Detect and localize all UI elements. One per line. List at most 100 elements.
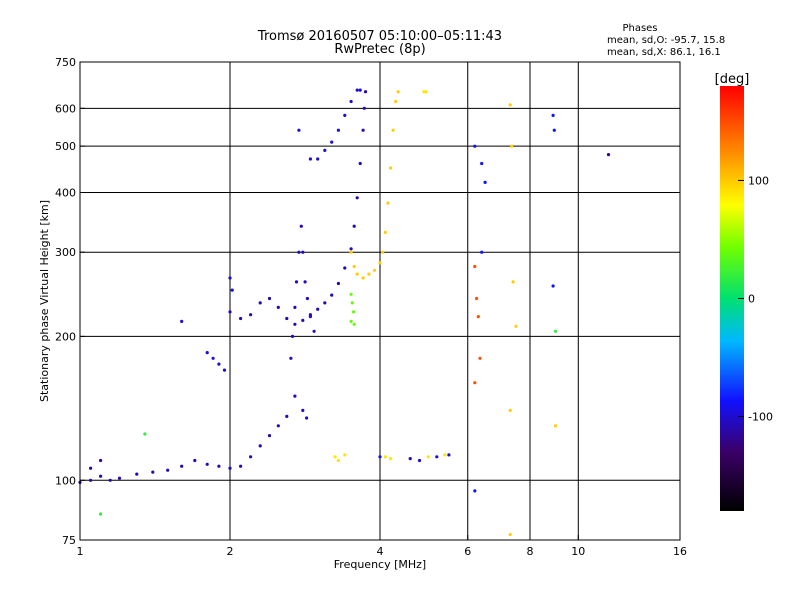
x-tick-label: 16 <box>673 545 687 558</box>
x-tick-label: 1 <box>77 545 84 558</box>
data-point <box>424 90 428 94</box>
data-point <box>301 408 305 412</box>
y-tick-label: 500 <box>55 140 76 153</box>
colorbar-label: [deg] <box>715 72 750 87</box>
data-point <box>394 99 398 104</box>
y-tick-label: 750 <box>55 56 76 69</box>
data-point <box>308 157 312 161</box>
data-point <box>143 432 147 436</box>
data-point <box>151 470 155 474</box>
data-point <box>480 161 484 166</box>
plot-frame <box>79 61 681 541</box>
data-point <box>217 362 221 366</box>
data-point <box>358 161 362 166</box>
data-point <box>276 305 280 309</box>
data-point <box>303 280 307 284</box>
data-point <box>211 356 215 360</box>
data-point <box>294 280 299 284</box>
data-point <box>117 476 122 480</box>
data-point <box>355 196 359 200</box>
data-point <box>362 106 366 110</box>
data-point <box>293 394 297 398</box>
data-point <box>553 424 558 428</box>
data-point <box>290 334 295 338</box>
x-tick-label: 10 <box>571 545 585 558</box>
data-point <box>336 128 340 132</box>
colorbar-tick-label: 100 <box>748 174 769 187</box>
data-point <box>343 113 347 117</box>
data-point <box>333 455 337 459</box>
data-point <box>473 264 477 269</box>
data-point <box>483 180 487 184</box>
data-point <box>330 293 334 297</box>
data-point <box>228 466 232 470</box>
data-point <box>447 453 451 457</box>
data-point <box>297 128 301 132</box>
data-point <box>372 268 377 272</box>
data-point <box>230 288 234 292</box>
x-tick-label: 8 <box>527 545 534 558</box>
data-point <box>361 128 365 132</box>
data-point <box>99 458 103 463</box>
data-point <box>367 272 371 276</box>
data-point <box>473 489 477 493</box>
data-point <box>180 464 184 468</box>
data-point <box>551 113 555 117</box>
data-point <box>349 247 353 251</box>
data-point <box>258 444 262 448</box>
data-point <box>299 224 303 228</box>
data-point <box>426 455 430 459</box>
data-point <box>316 307 320 311</box>
data-point <box>297 250 301 254</box>
data-point <box>378 455 382 459</box>
data-point <box>166 468 170 472</box>
data-point <box>417 458 422 463</box>
data-point <box>276 424 280 428</box>
data-point <box>330 140 334 144</box>
data-point <box>228 310 232 314</box>
data-point <box>316 157 320 161</box>
data-point <box>508 408 512 412</box>
data-point <box>552 128 556 132</box>
phase-box-line-x: mean, sd,X: 86.1, 16.1 <box>607 47 721 58</box>
data-point <box>239 464 243 468</box>
data-point <box>508 103 512 107</box>
data-point <box>355 272 359 276</box>
phase-box-heading: Phases <box>622 23 657 34</box>
data-point <box>228 276 232 280</box>
data-point <box>336 458 340 463</box>
phase-box-line-o: mean, sd,O: -95.7, 15.8 <box>607 35 725 46</box>
data-point <box>349 319 353 323</box>
data-point <box>135 472 139 476</box>
data-point <box>363 90 368 94</box>
colorbar-tick-label: -100 <box>748 411 773 424</box>
colorbar-ticks: 100 0 -100 <box>738 174 773 424</box>
data-point <box>258 301 262 305</box>
data-point <box>352 264 356 269</box>
data-point <box>475 296 479 301</box>
data-point <box>89 478 93 482</box>
y-tick-label: 200 <box>55 330 76 343</box>
data-point <box>480 250 484 254</box>
data-point <box>361 276 365 280</box>
data-point <box>289 356 293 360</box>
colorbar-tick-label: 0 <box>748 293 755 306</box>
y-tick-label: 400 <box>55 186 76 199</box>
chart-subtitle: RwPretec (8p) <box>334 42 425 57</box>
data-point <box>249 455 253 459</box>
data-point <box>422 90 426 94</box>
data-point <box>343 266 347 270</box>
data-point <box>99 474 103 478</box>
data-point <box>408 457 412 461</box>
data-point <box>267 296 272 301</box>
data-point <box>89 466 93 470</box>
data-point <box>308 315 312 319</box>
data-point <box>391 128 395 132</box>
y-axis-label: Stationary phase Virtual Height [km] <box>38 200 51 402</box>
data-point <box>606 153 611 157</box>
data-point <box>352 322 356 326</box>
data-point <box>108 478 112 482</box>
data-point <box>478 356 482 360</box>
data-point <box>476 315 480 319</box>
